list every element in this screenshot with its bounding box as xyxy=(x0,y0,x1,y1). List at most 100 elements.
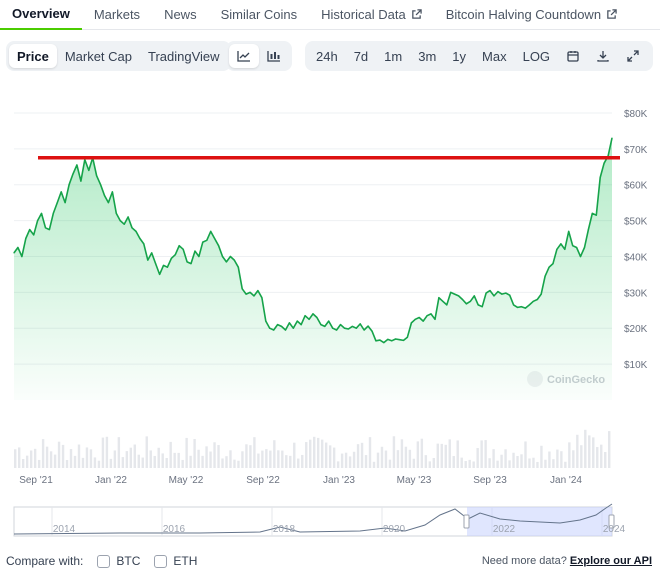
price-point xyxy=(520,306,523,308)
price-point xyxy=(469,300,471,302)
tab-label: Overview xyxy=(12,6,70,21)
tradingview-button[interactable]: TradingView xyxy=(148,48,220,64)
volume-bar xyxy=(548,451,551,468)
compare-btc-checkbox[interactable]: BTC xyxy=(97,554,140,568)
range-7d-button[interactable]: 7d xyxy=(353,48,369,64)
price-point xyxy=(221,255,224,258)
volume-bar xyxy=(468,459,471,468)
price-point xyxy=(461,298,464,301)
price-point xyxy=(336,329,338,331)
price-point xyxy=(308,318,310,320)
range-24h-button[interactable]: 24h xyxy=(316,48,338,64)
volume-bar xyxy=(49,451,53,468)
price-point xyxy=(383,341,385,344)
price-point xyxy=(131,227,133,229)
price-button[interactable]: Price xyxy=(9,44,57,68)
explore-api-link[interactable]: Explore our API xyxy=(569,555,652,567)
price-point xyxy=(316,316,318,319)
volume-bar xyxy=(89,449,93,468)
price-point xyxy=(312,313,314,315)
expand-icon[interactable] xyxy=(618,44,648,68)
volume-bar xyxy=(544,459,547,468)
volume-bar xyxy=(524,441,527,468)
volume-bar xyxy=(125,451,129,468)
price-point xyxy=(493,295,495,297)
volume-bar xyxy=(109,458,113,468)
volume-bar xyxy=(564,461,567,468)
volume-bar xyxy=(61,444,65,468)
compare-eth-checkbox[interactable]: ETH xyxy=(154,554,197,568)
volume-bar xyxy=(249,445,252,468)
price-point xyxy=(583,246,586,249)
tab-overview[interactable]: Overview xyxy=(0,0,82,30)
volume-bar xyxy=(572,450,575,468)
tab-label: News xyxy=(164,7,197,22)
price-point xyxy=(155,263,157,265)
volume-bar xyxy=(424,455,428,468)
range-max-button[interactable]: Max xyxy=(482,48,507,64)
range-1m-button[interactable]: 1m xyxy=(384,48,403,64)
calendar-icon[interactable] xyxy=(558,44,588,68)
price-point xyxy=(516,306,519,309)
price-point xyxy=(233,259,235,261)
price-point xyxy=(572,245,574,247)
range-3m-button[interactable]: 3m xyxy=(418,48,437,64)
price-point xyxy=(536,298,538,301)
volume-bar xyxy=(69,449,73,468)
volume-bar xyxy=(25,455,29,468)
volume-bar xyxy=(600,444,603,468)
external-link-icon xyxy=(607,9,617,19)
volume-bar xyxy=(189,455,192,468)
price-point xyxy=(111,191,113,193)
volume-bar xyxy=(117,437,121,468)
volume-bar xyxy=(253,437,256,468)
price-point xyxy=(406,336,409,338)
range-1y-button[interactable]: 1y xyxy=(452,48,467,64)
price-point xyxy=(68,184,70,186)
price-chart[interactable]: $80K$70K$60K$50K$40K$30K$20K$10KCoinGeck… xyxy=(0,95,660,545)
volume-bar xyxy=(516,456,519,468)
price-point xyxy=(214,237,216,240)
price-point xyxy=(99,184,102,186)
line-chart-icon[interactable] xyxy=(229,44,259,68)
volume-bar xyxy=(508,460,511,468)
price-point xyxy=(430,313,432,315)
download-icon[interactable] xyxy=(588,44,618,68)
price-point xyxy=(481,306,483,308)
volume-bar xyxy=(261,450,264,468)
market-cap-button[interactable]: Market Cap xyxy=(64,48,133,64)
navigator-year-label: 2018 xyxy=(273,524,296,535)
log-scale-button[interactable]: LOG xyxy=(522,48,551,64)
candlestick-icon[interactable] xyxy=(259,44,289,68)
compare-label: Compare with: xyxy=(6,554,84,568)
price-point xyxy=(249,291,251,293)
volume-bar xyxy=(496,460,499,468)
volume-bar xyxy=(436,443,439,468)
volume-bar xyxy=(556,449,559,468)
price-point xyxy=(40,212,43,215)
price-point xyxy=(591,212,593,215)
x-tick-label: Jan '24 xyxy=(550,475,582,486)
volume-bar xyxy=(444,444,447,468)
price-point xyxy=(347,328,350,330)
volume-bar xyxy=(129,447,133,468)
tab-similar-coins[interactable]: Similar Coins xyxy=(209,0,310,30)
price-point xyxy=(418,316,420,319)
tab-historical-data[interactable]: Historical Data xyxy=(309,0,434,30)
price-point xyxy=(505,292,507,294)
tab-markets[interactable]: Markets xyxy=(82,0,152,30)
volume-bar xyxy=(352,451,356,468)
price-point xyxy=(477,304,479,306)
price-point xyxy=(524,307,527,309)
checkbox-label: BTC xyxy=(116,554,141,568)
tab-bitcoin-halving-countdown[interactable]: Bitcoin Halving Countdown xyxy=(434,0,629,30)
volume-bar xyxy=(33,448,37,468)
range-group: 24h 7d 1m 3m 1y Max LOG xyxy=(305,41,653,71)
price-point xyxy=(434,318,436,320)
volume-bar xyxy=(14,449,17,468)
price-point xyxy=(438,297,440,299)
volume-bar xyxy=(428,461,432,468)
price-point xyxy=(355,327,357,329)
tab-news[interactable]: News xyxy=(152,0,209,30)
price-point xyxy=(414,318,416,320)
